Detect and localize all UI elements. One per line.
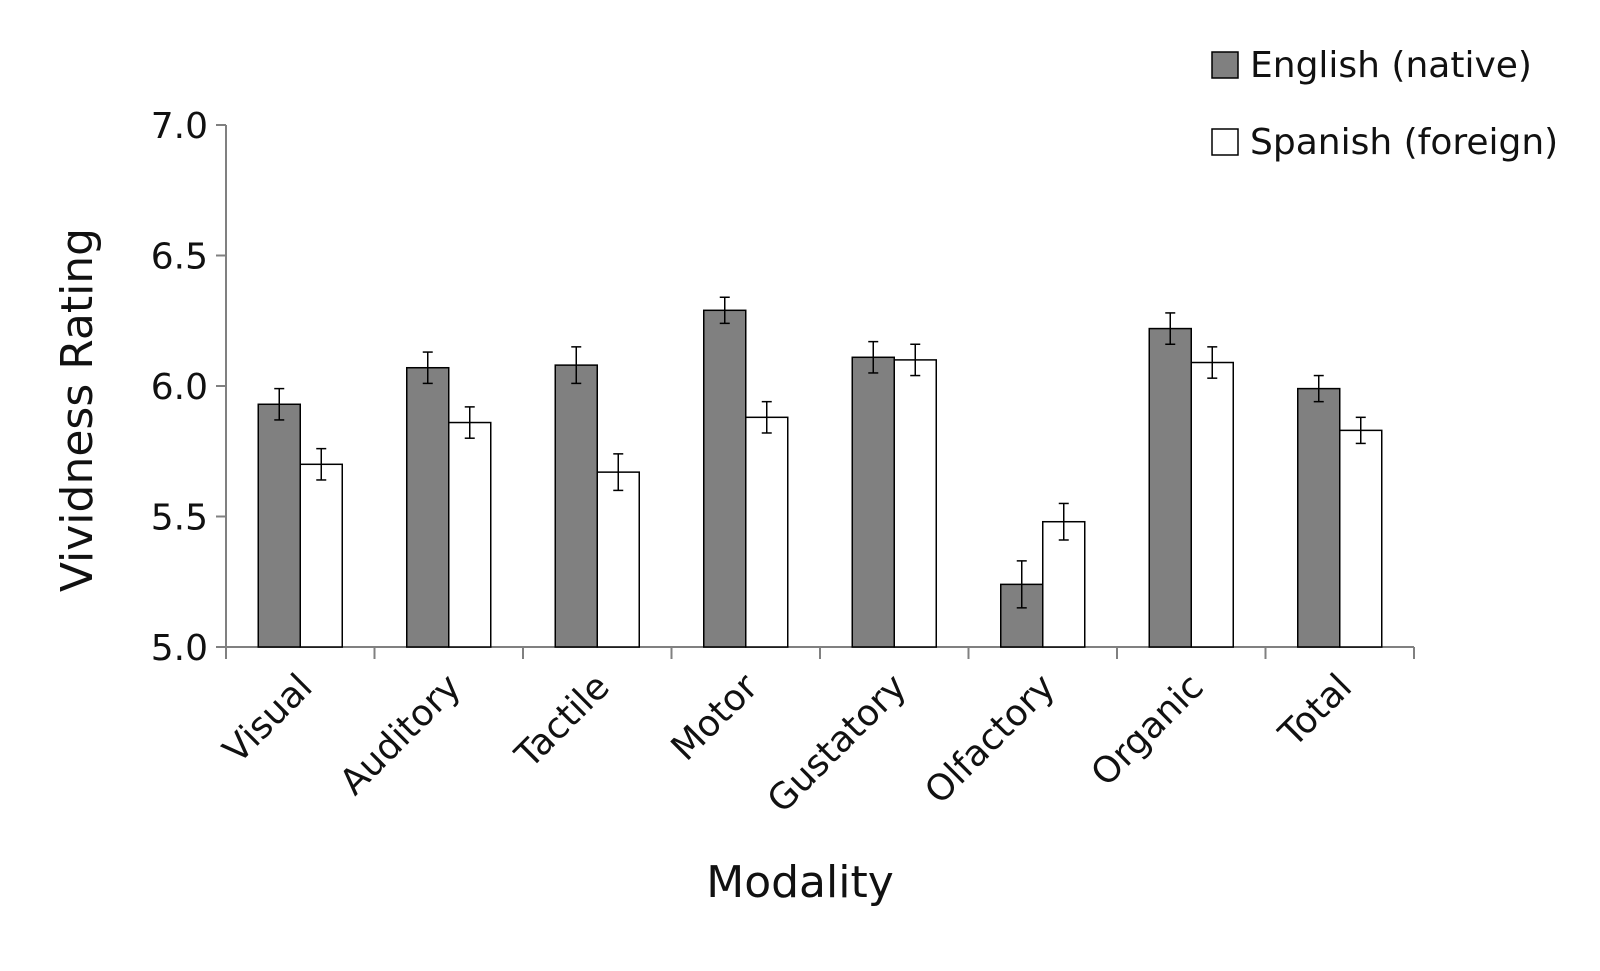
y-tick-label: 6.0 [151, 367, 208, 408]
bar-english [1000, 583, 1044, 648]
y-axis: 5.0 5.5 6.0 6.5 7.0 [151, 106, 227, 669]
bar-english [703, 309, 747, 648]
bars [257, 309, 1383, 648]
legend-label-spanish: Spanish (foreign) [1250, 122, 1558, 163]
bar-english [851, 356, 895, 648]
x-tick-label: Total [1271, 666, 1360, 755]
legend-swatch-english [1211, 51, 1239, 79]
bar-spanish [893, 359, 937, 648]
error-bars [274, 296, 1366, 609]
bar-english [257, 403, 301, 648]
legend: English (native) Spanish (foreign) [1211, 45, 1558, 163]
bar-english [406, 366, 450, 648]
x-tick-label: Auditory [332, 666, 469, 803]
bar-spanish [745, 416, 789, 648]
x-axis-label: Modality [706, 857, 894, 908]
y-tick-label: 5.5 [151, 498, 208, 539]
bar-english [1297, 387, 1341, 648]
x-tick-label: Visual [216, 666, 321, 771]
bar-spanish [299, 463, 343, 648]
bar-english [554, 364, 598, 648]
bar-english [1148, 327, 1192, 648]
bar-spanish [596, 471, 640, 648]
bar-spanish [1339, 429, 1383, 648]
x-tick-label: Tactile [507, 666, 617, 776]
x-tick-label: Motor [664, 666, 767, 769]
bar-spanish [1042, 520, 1086, 648]
x-tick-label: Olfactory [917, 666, 1063, 812]
bar-spanish [1190, 361, 1234, 648]
x-tick-label: Gustatory [760, 666, 915, 821]
legend-swatch-spanish [1211, 128, 1239, 156]
bar-spanish [448, 421, 492, 648]
y-tick-label: 6.5 [151, 237, 208, 278]
y-tick-label: 7.0 [151, 106, 208, 147]
legend-label-english: English (native) [1250, 45, 1532, 86]
y-axis-label: Vividness Rating [52, 228, 103, 592]
y-tick-label: 5.0 [151, 628, 208, 669]
x-tick-label: Organic [1084, 666, 1212, 794]
